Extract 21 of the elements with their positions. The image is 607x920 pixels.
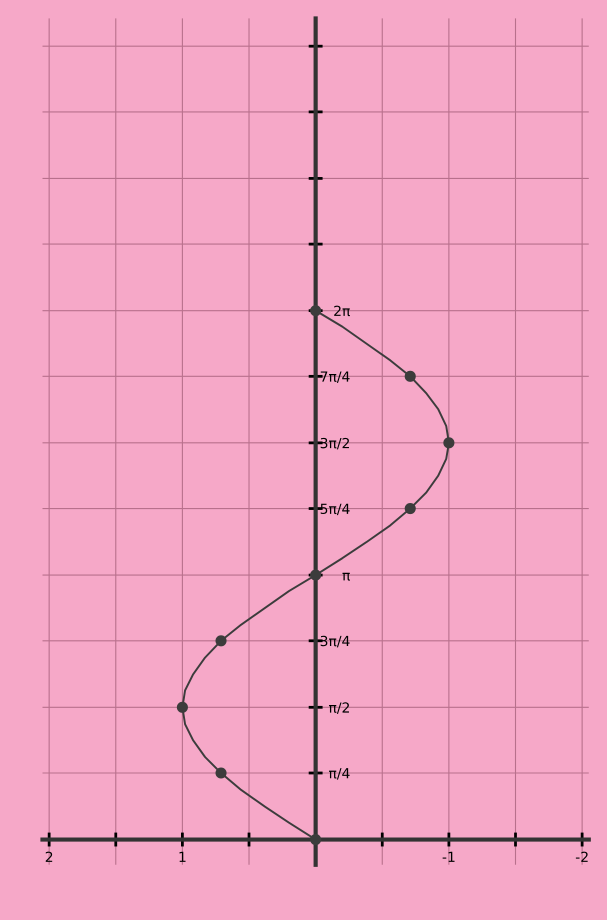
y-tick-label: π/2 xyxy=(328,702,349,714)
y-tick-label: 5π/4 xyxy=(320,504,350,516)
point xyxy=(404,370,416,382)
y-tick-label: π xyxy=(342,572,350,581)
point xyxy=(215,635,227,646)
point xyxy=(176,702,188,713)
point xyxy=(310,834,322,846)
point xyxy=(404,503,416,514)
y-tick-label: π/4 xyxy=(328,768,350,780)
y-tick-label: 3π/4 xyxy=(320,636,350,648)
y-tick-label: 2π xyxy=(334,306,350,316)
point xyxy=(310,305,322,316)
point xyxy=(215,767,227,779)
x-tick-label: 2 xyxy=(46,852,52,862)
y-tick-label: 7π/4 xyxy=(320,371,350,383)
point xyxy=(443,437,454,448)
point xyxy=(310,570,322,581)
x-tick-label: -2 xyxy=(576,852,588,862)
y-tick-label: 3π/2 xyxy=(320,438,349,450)
x-tick-label: -1 xyxy=(442,852,455,862)
x-tick-label: 1 xyxy=(180,852,186,862)
